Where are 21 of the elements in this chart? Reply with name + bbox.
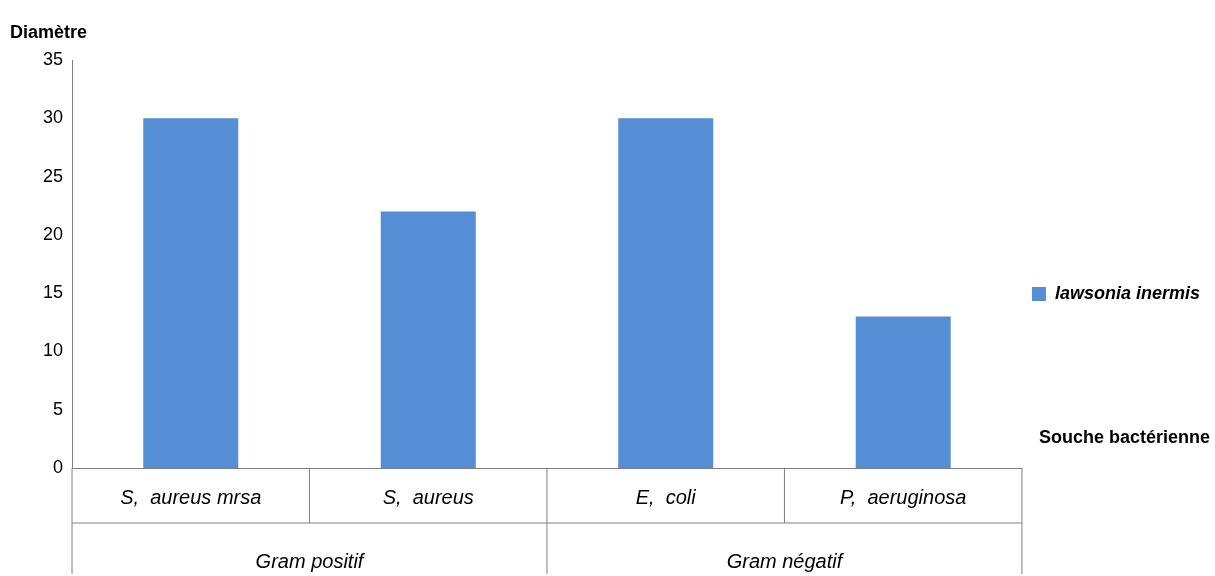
bar [618, 118, 714, 468]
y-tick-label: 35 [42, 48, 64, 69]
y-axis-title: Diamètre [10, 21, 88, 42]
y-tick-label: 0 [53, 456, 64, 477]
bar [380, 211, 476, 468]
y-tick-label: 10 [42, 340, 64, 361]
y-tick-label: 20 [42, 223, 64, 244]
x-tick-label: S, aureus [382, 485, 474, 508]
bar [143, 118, 239, 468]
text: Gram négatif [726, 549, 845, 572]
y-tick-label: 15 [42, 282, 64, 303]
text: Gram positif [255, 549, 366, 572]
legend-label: lawsonia inermis [1054, 282, 1201, 303]
x-tick-label: P, aeruginosa [840, 485, 967, 508]
x-tick-label: S, aureus mrsa [120, 485, 262, 508]
x-axis-title: Souche bactérienne [1038, 426, 1210, 447]
y-tick-label: 30 [42, 107, 64, 128]
x-tick-label: E, coli [635, 485, 697, 508]
bar [855, 316, 951, 468]
y-tick-label: 5 [53, 398, 64, 419]
y-tick-label: 25 [42, 165, 64, 186]
